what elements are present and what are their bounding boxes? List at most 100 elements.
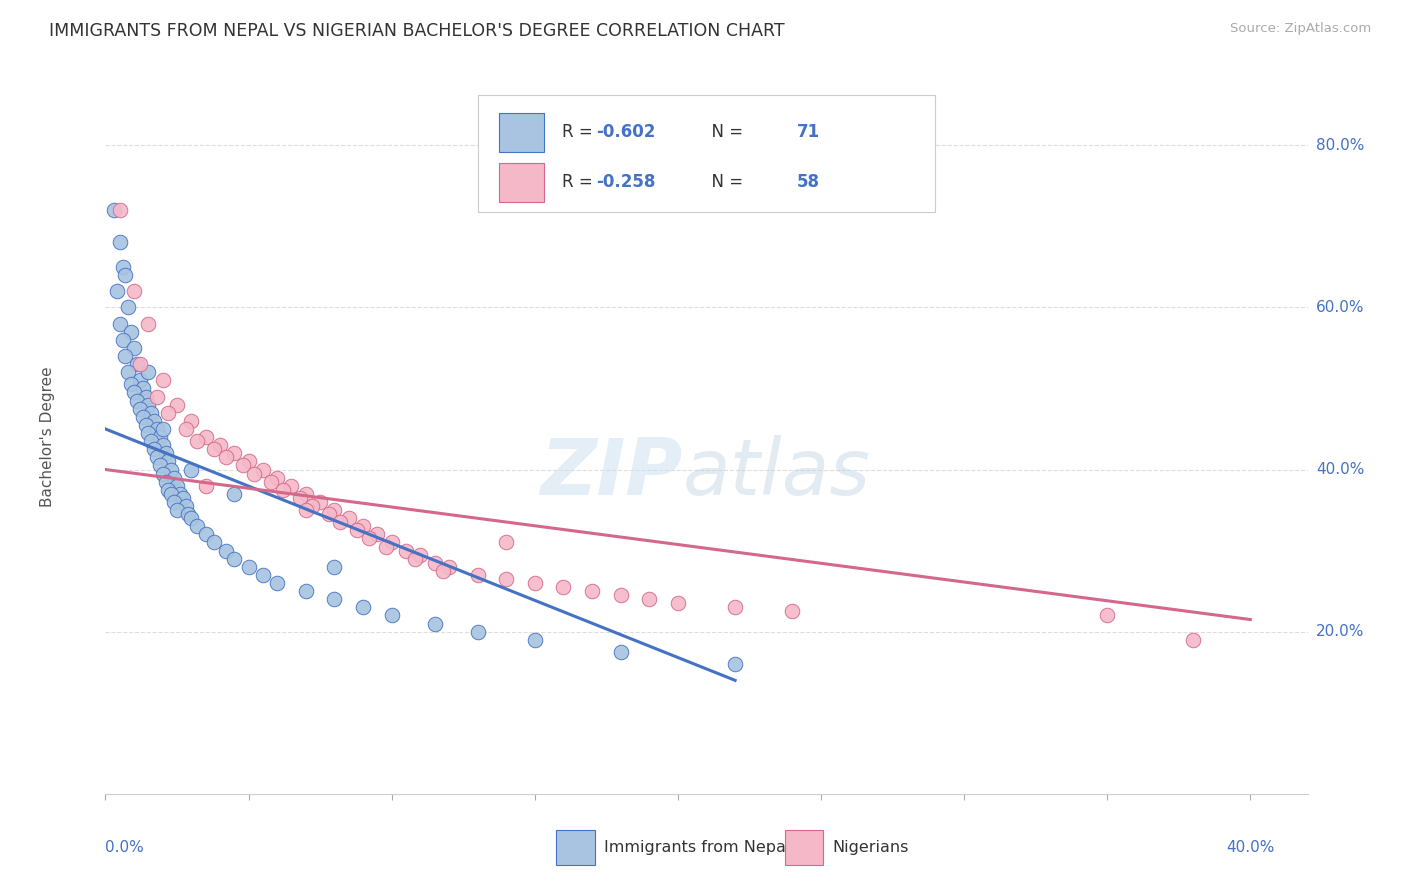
Point	[318, 507, 340, 521]
Text: 0.0%: 0.0%	[105, 840, 145, 855]
Point	[141, 406, 163, 420]
Point	[404, 551, 426, 566]
Point	[782, 604, 804, 618]
Point	[111, 333, 134, 347]
Point	[323, 559, 346, 574]
Point	[432, 564, 454, 578]
Text: 40.0%: 40.0%	[1226, 840, 1274, 855]
Point	[111, 260, 134, 274]
Point	[122, 341, 145, 355]
Point	[138, 317, 160, 331]
Point	[467, 624, 489, 639]
Point	[294, 584, 316, 599]
Point	[131, 409, 153, 424]
Point	[149, 430, 172, 444]
Point	[208, 438, 231, 452]
Point	[523, 632, 546, 647]
Point	[423, 616, 446, 631]
Point	[266, 470, 288, 484]
Point	[194, 527, 217, 541]
Point	[186, 519, 208, 533]
Point	[163, 470, 186, 484]
Point	[194, 479, 217, 493]
Point	[114, 268, 136, 282]
Point	[108, 202, 131, 217]
Point	[143, 414, 166, 428]
Point	[337, 511, 360, 525]
Point	[214, 450, 236, 465]
Point	[374, 540, 396, 554]
Point	[194, 430, 217, 444]
Point	[202, 442, 225, 457]
Text: 80.0%: 80.0%	[1316, 137, 1364, 153]
Bar	[499, 112, 544, 152]
Text: IMMIGRANTS FROM NEPAL VS NIGERIAN BACHELOR'S DEGREE CORRELATION CHART: IMMIGRANTS FROM NEPAL VS NIGERIAN BACHEL…	[49, 22, 785, 40]
Text: Immigrants from Nepal: Immigrants from Nepal	[605, 840, 790, 855]
Point	[138, 425, 160, 440]
Point	[232, 458, 254, 473]
Point	[180, 414, 202, 428]
Text: N =: N =	[700, 123, 748, 141]
Point	[157, 406, 180, 420]
Point	[138, 365, 160, 379]
Point	[1182, 632, 1205, 647]
Point	[724, 600, 747, 615]
Point	[120, 377, 142, 392]
Point	[243, 467, 266, 481]
Point	[346, 524, 368, 538]
Point	[108, 317, 131, 331]
Point	[202, 535, 225, 549]
Point	[128, 373, 150, 387]
Point	[437, 559, 460, 574]
Point	[135, 417, 156, 432]
Point	[174, 499, 197, 513]
Point	[323, 503, 346, 517]
Point	[301, 499, 323, 513]
Point	[103, 202, 125, 217]
Point	[146, 390, 169, 404]
Point	[395, 543, 418, 558]
Point	[131, 381, 153, 395]
FancyBboxPatch shape	[478, 95, 935, 212]
Point	[152, 438, 174, 452]
Point	[409, 548, 432, 562]
Point	[163, 495, 186, 509]
Point	[214, 543, 236, 558]
Point	[122, 385, 145, 400]
Point	[160, 487, 183, 501]
Point	[329, 515, 352, 529]
Point	[166, 398, 188, 412]
Point	[224, 487, 246, 501]
Point	[224, 551, 246, 566]
Point	[155, 446, 177, 460]
Point	[252, 568, 274, 582]
Point	[180, 462, 202, 476]
Point	[177, 507, 200, 521]
Point	[288, 491, 311, 505]
Text: 58: 58	[797, 173, 820, 191]
Point	[105, 284, 128, 298]
Point	[309, 495, 332, 509]
Point	[638, 592, 661, 607]
Point	[180, 511, 202, 525]
Text: 20.0%: 20.0%	[1316, 624, 1364, 640]
Point	[266, 576, 288, 591]
Point	[146, 422, 169, 436]
Point	[166, 503, 188, 517]
Point	[108, 235, 131, 250]
Point	[467, 568, 489, 582]
Point	[666, 596, 689, 610]
Point	[117, 301, 139, 315]
Point	[423, 556, 446, 570]
Text: ZIP: ZIP	[540, 434, 682, 511]
Point	[152, 373, 174, 387]
Point	[174, 422, 197, 436]
Point	[1095, 608, 1118, 623]
Point	[724, 657, 747, 672]
Text: 40.0%: 40.0%	[1316, 462, 1364, 477]
Point	[252, 462, 274, 476]
Point	[609, 645, 631, 659]
Point	[143, 442, 166, 457]
Bar	[785, 830, 823, 864]
Point	[352, 519, 374, 533]
